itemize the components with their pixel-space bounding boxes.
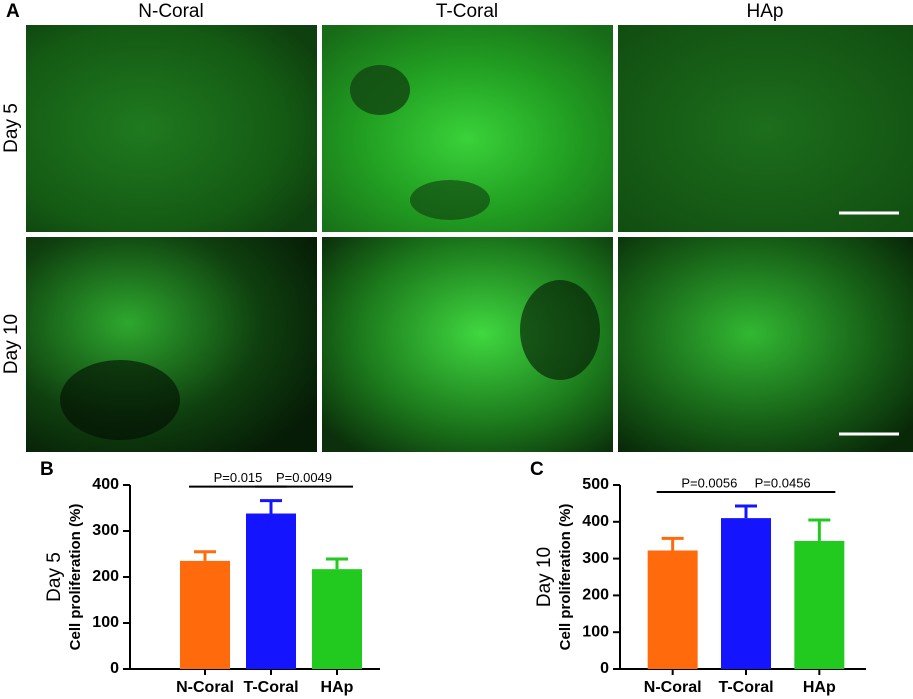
- significance-label: P=0.0056: [681, 475, 737, 490]
- column-label: T-Coral: [436, 1, 498, 22]
- micrograph: [26, 25, 317, 232]
- x-tick-label: T-Coral: [243, 679, 298, 696]
- y-tick-label: 200: [92, 568, 119, 585]
- y-tick-label: 200: [582, 587, 609, 604]
- column-label: HAp: [747, 1, 784, 22]
- column-label: N-Coral: [138, 1, 203, 22]
- shadow: [60, 360, 180, 440]
- y-tick-label: 0: [600, 660, 609, 677]
- bar: [180, 560, 230, 669]
- side-label: Day 10: [534, 547, 555, 607]
- y-tick-label: 0: [110, 660, 119, 677]
- bar: [721, 518, 771, 669]
- micrograph: [618, 25, 913, 232]
- y-tick-label: 100: [582, 623, 609, 640]
- row-label: Day 5: [1, 103, 22, 153]
- y-tick-label: 500: [582, 476, 609, 493]
- x-tick-label: HAp: [321, 679, 354, 696]
- y-tick-label: 400: [582, 513, 609, 530]
- micrograph: [618, 237, 913, 452]
- shadow: [410, 180, 490, 220]
- bar: [647, 550, 698, 669]
- side-label: Day 5: [44, 552, 65, 602]
- micrograph-grid: [26, 25, 913, 452]
- y-tick-label: 400: [92, 476, 119, 493]
- x-tick-label: T-Coral: [718, 679, 773, 696]
- significance-label: P=0.015: [214, 470, 263, 485]
- shadow: [350, 65, 410, 115]
- shadow: [520, 280, 600, 380]
- y-tick-label: 300: [582, 550, 609, 567]
- row-label: Day 10: [1, 314, 22, 374]
- panel-label: A: [6, 1, 20, 22]
- y-axis-label: Cell proliferation (%): [557, 504, 574, 651]
- bar: [246, 513, 296, 669]
- panel-label: B: [40, 459, 54, 480]
- x-tick-label: HAp: [803, 679, 836, 696]
- significance-label: P=0.0456: [755, 475, 811, 490]
- y-tick-label: 100: [92, 614, 119, 631]
- y-axis-label: Cell proliferation (%): [67, 504, 84, 651]
- panel-label: C: [530, 459, 544, 480]
- bar: [794, 540, 845, 669]
- x-tick-label: N-Coral: [644, 679, 702, 696]
- significance-label: P=0.0049: [276, 470, 332, 485]
- bar: [312, 569, 362, 669]
- x-tick-label: N-Coral: [176, 679, 234, 696]
- y-tick-label: 300: [92, 522, 119, 539]
